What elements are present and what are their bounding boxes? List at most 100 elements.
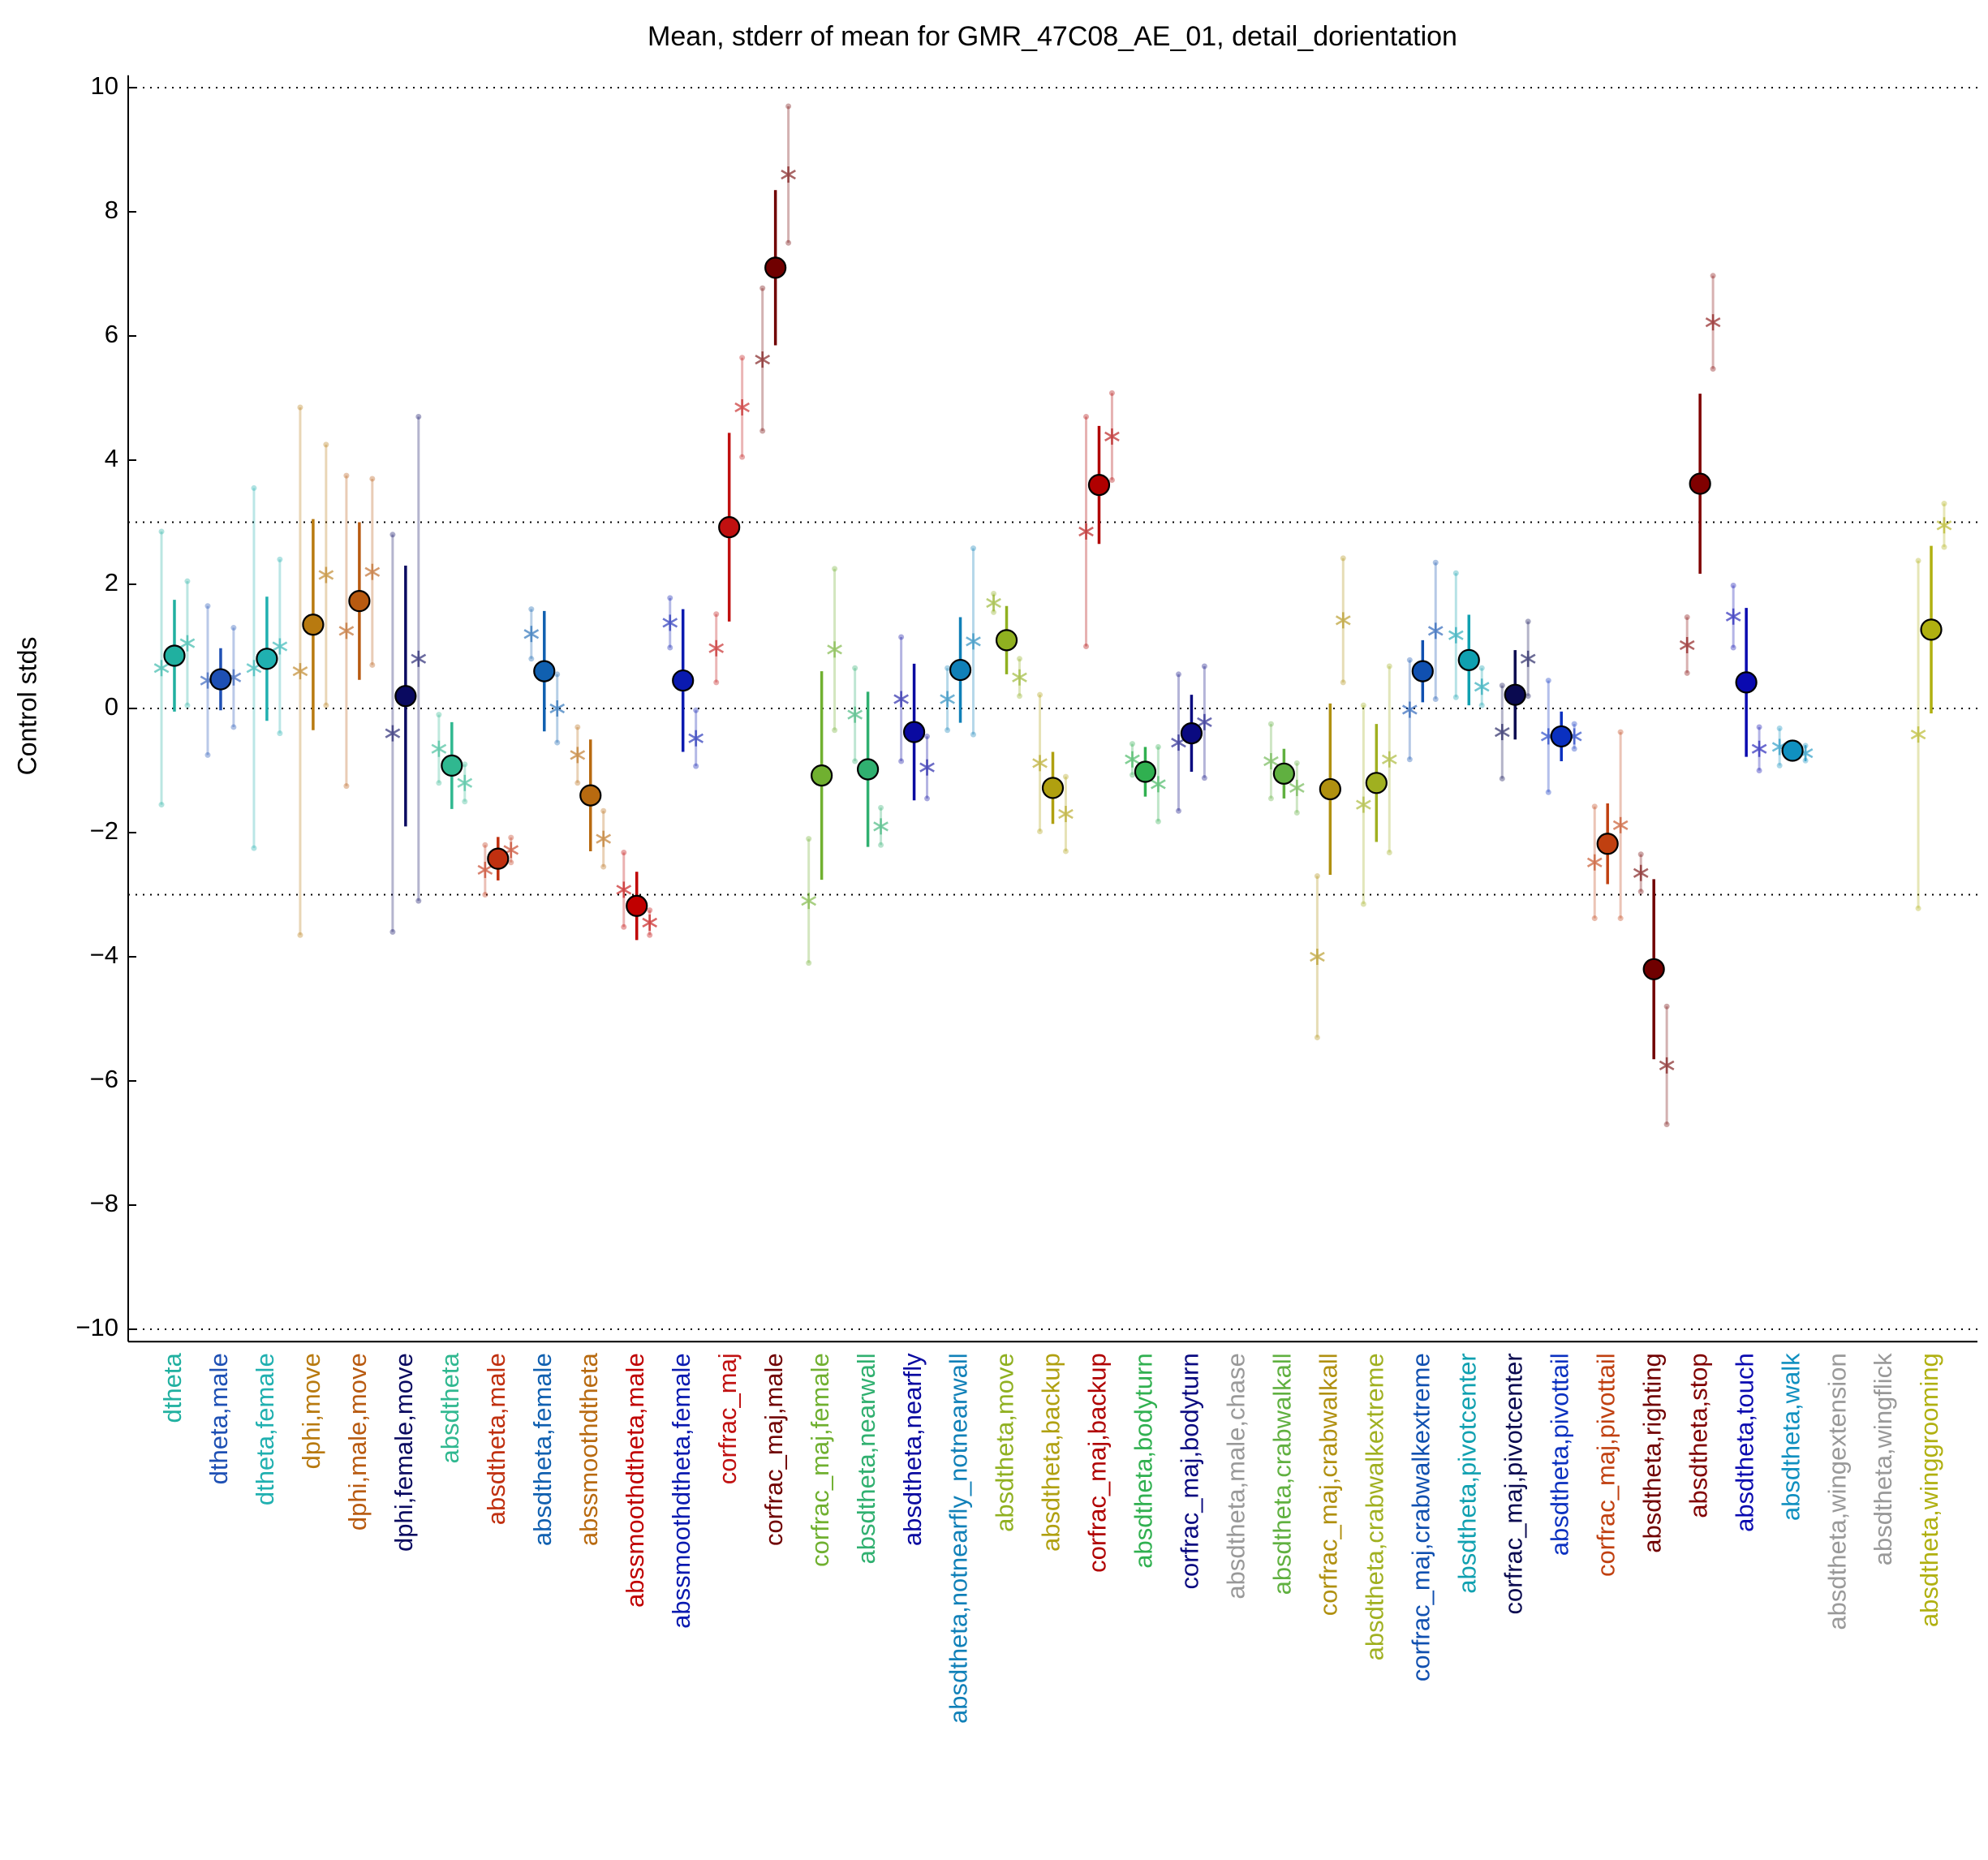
female-error-cap <box>1386 663 1392 670</box>
x-tick-label: absdtheta,male <box>482 1353 510 1525</box>
male-error-cap <box>1730 644 1736 651</box>
male-marker <box>940 691 955 708</box>
female-marker <box>1104 428 1120 445</box>
male-marker <box>1356 796 1371 813</box>
female-marker <box>1151 776 1166 793</box>
y-axis-label: Control stds <box>12 637 41 776</box>
male-marker <box>570 747 586 764</box>
female-error-cap <box>1201 775 1207 781</box>
x-tick-label: abssmoothdtheta,male <box>621 1353 649 1608</box>
male-marker <box>1494 724 1510 741</box>
male-marker <box>338 622 355 639</box>
y-tick-label: 0 <box>105 692 118 721</box>
male-marker <box>292 663 308 680</box>
mean-marker <box>995 629 1018 652</box>
male-marker <box>1586 854 1603 871</box>
female-error-cap <box>508 859 514 866</box>
mean-marker <box>1411 660 1434 682</box>
male-error-cap <box>1267 721 1274 727</box>
female-error-cap <box>1525 693 1531 700</box>
x-tick-label: absdtheta,wingflick <box>1869 1353 1897 1565</box>
male-error-cap <box>1591 915 1598 922</box>
male-error-cap <box>759 428 766 434</box>
mean-marker <box>1735 671 1758 694</box>
female-error-cap <box>1386 849 1392 855</box>
x-tick-label: absdtheta,crabwalkextreme <box>1361 1353 1389 1660</box>
mean-marker <box>1180 721 1203 745</box>
male-error-cap <box>621 924 627 930</box>
female-error-cap <box>647 932 653 938</box>
chart-title: Mean, stderr of mean for GMR_47C08_AE_01… <box>648 21 1457 52</box>
female-error-cap <box>1293 760 1300 766</box>
male-error-cap <box>991 590 997 596</box>
female-error-cap <box>1432 559 1439 566</box>
male-error-cap <box>1915 905 1921 911</box>
male-error-cap <box>1637 851 1644 858</box>
male-error-cap <box>204 603 211 609</box>
female-marker <box>179 635 196 652</box>
male-error-cap <box>1915 558 1921 564</box>
male-error-cap <box>204 751 211 758</box>
mean-marker <box>1642 958 1665 980</box>
mean-marker <box>1272 762 1295 785</box>
x-tick-label: absdtheta,touch <box>1730 1353 1758 1532</box>
male-error-cap <box>806 960 812 967</box>
female-error-cap <box>1340 679 1346 686</box>
y-tick-label: 10 <box>91 71 118 100</box>
female-error-cap <box>462 761 468 768</box>
male-marker <box>708 639 725 657</box>
x-tick-label: corfrac_maj,pivotcenter <box>1499 1353 1527 1614</box>
y-tick-label: 8 <box>105 196 118 224</box>
female-marker <box>1012 669 1027 686</box>
female-error-cap <box>924 733 931 739</box>
female-marker <box>1659 1057 1675 1074</box>
female-error-cap <box>554 671 561 678</box>
female-error-cap <box>600 863 607 870</box>
female-error-cap <box>184 578 191 584</box>
male-marker <box>1310 949 1325 965</box>
x-tick-label: abssmoothdtheta,female <box>667 1353 695 1629</box>
female-error-cap <box>323 702 329 708</box>
x-tick-label: absdtheta,bodyturn <box>1130 1353 1158 1568</box>
male-error-cap <box>1591 803 1598 810</box>
female-error-cap <box>1062 773 1069 780</box>
male-error-cap <box>1360 702 1366 708</box>
female-error-cap <box>970 731 977 738</box>
male-error-cap <box>1499 775 1505 781</box>
female-marker <box>1335 612 1351 629</box>
female-marker <box>1520 650 1536 667</box>
male-error-cap <box>991 609 997 615</box>
male-error-cap <box>1406 657 1413 663</box>
female-error-cap <box>1663 1003 1670 1010</box>
male-error-cap <box>574 724 581 730</box>
female-error-cap <box>739 454 746 460</box>
female-marker <box>688 730 704 747</box>
male-error-cap <box>1452 694 1459 700</box>
male-error-cap <box>436 780 442 786</box>
female-error-cap <box>1571 721 1577 727</box>
x-tick-label: dtheta,female <box>251 1353 279 1505</box>
male-marker <box>1448 626 1464 644</box>
male-error-cap <box>482 892 488 898</box>
male-marker <box>986 594 1001 611</box>
female-error-cap <box>184 702 191 708</box>
female-marker <box>549 700 566 717</box>
female-error-cap <box>1340 555 1346 562</box>
male-error-cap <box>158 802 165 808</box>
male-error-cap <box>1314 1034 1320 1040</box>
x-tick-label: corfrac_maj,backup <box>1083 1353 1112 1573</box>
female-marker <box>457 774 473 791</box>
mean-marker <box>348 590 371 613</box>
male-error-cap <box>806 836 812 842</box>
mean-marker <box>394 685 417 708</box>
female-error-cap <box>554 739 561 746</box>
male-error-cap <box>1175 671 1181 678</box>
mean-marker <box>1504 683 1526 706</box>
female-error-cap <box>1201 663 1207 670</box>
male-marker <box>847 706 863 723</box>
female-error-cap <box>415 898 422 904</box>
female-error-cap <box>369 476 376 482</box>
x-tick-label: absdtheta,pivotcenter <box>1452 1353 1481 1593</box>
x-tick-label: corfrac_maj,crabwalkextreme <box>1406 1353 1435 1681</box>
